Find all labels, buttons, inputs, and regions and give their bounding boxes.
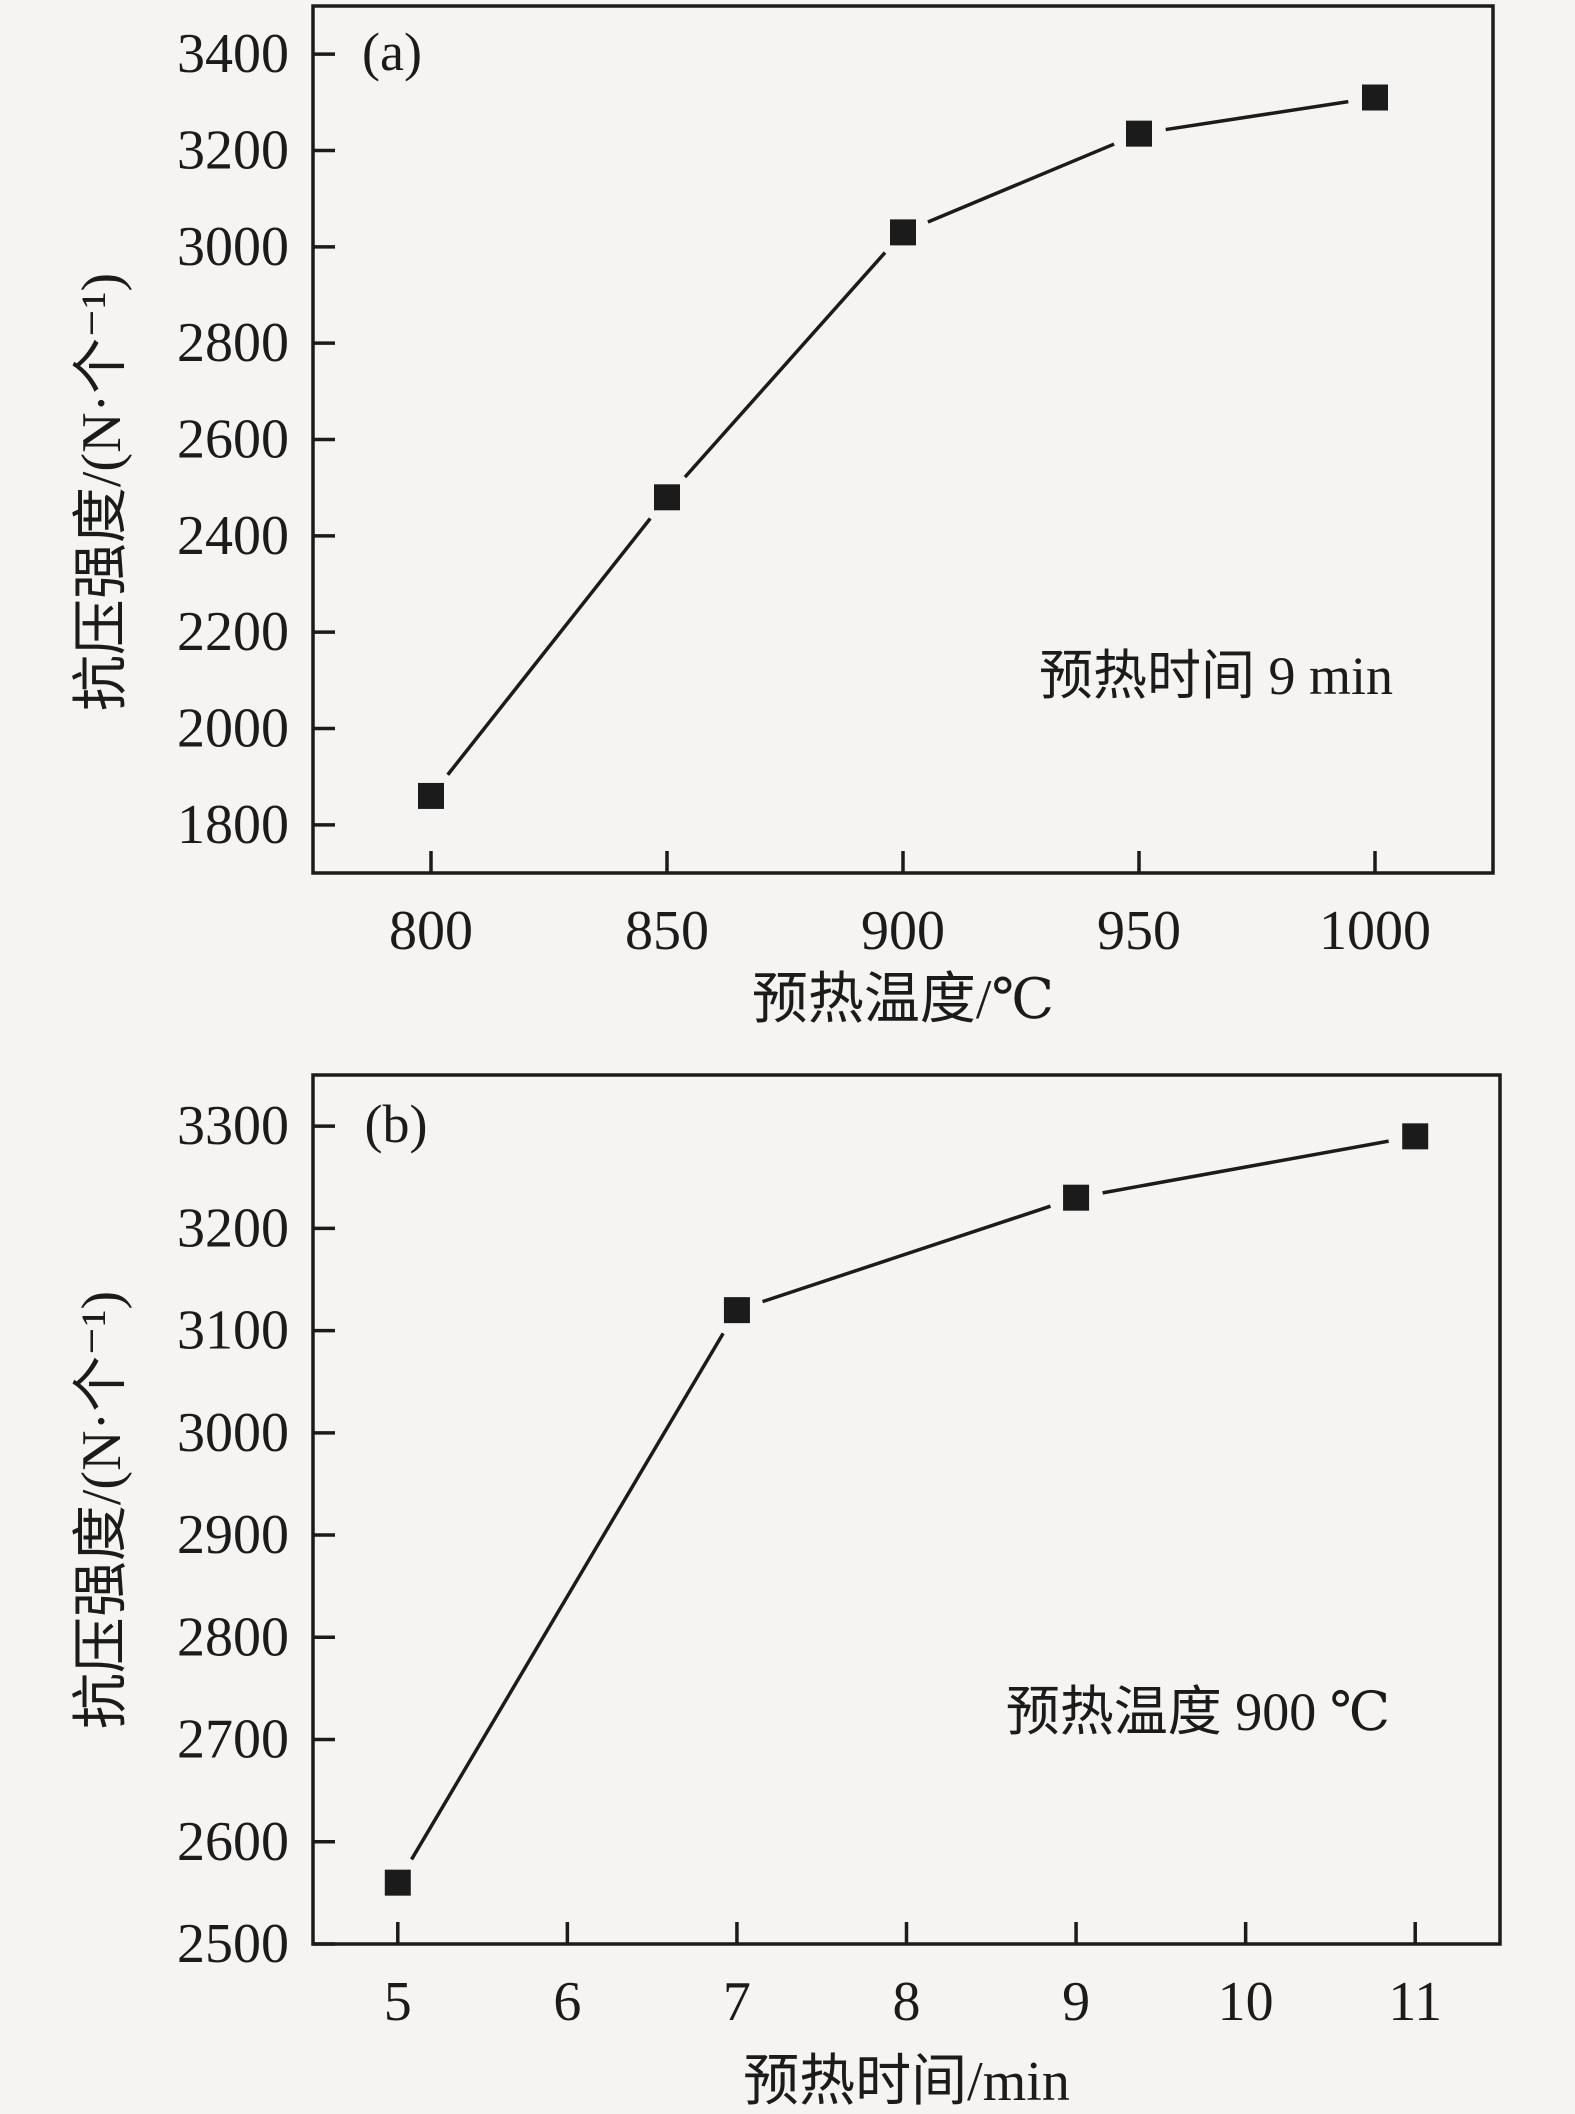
y-tick-label: 2600 (177, 1811, 289, 1873)
y-tick-label: 2600 (177, 409, 289, 471)
y-tick-label: 2400 (177, 505, 289, 567)
x-tick-label: 5 (384, 1971, 412, 2033)
panel-label: (b) (365, 1094, 428, 1154)
x-tick-label: 8 (893, 1971, 921, 2033)
y-tick-label: 2200 (177, 601, 289, 663)
x-tick-label: 900 (861, 900, 945, 962)
y-tick-label: 3000 (177, 1402, 289, 1464)
y-tick-label: 2700 (177, 1709, 289, 1771)
y-tick-label: 3400 (177, 23, 289, 85)
x-tick-label: 800 (389, 900, 473, 962)
y-tick-label: 1800 (177, 794, 289, 856)
y-axis-title: 抗压强度/(N·个⁻¹) (71, 273, 133, 711)
x-tick-label: 7 (723, 1971, 751, 2033)
plot-frame-(b) (311, 1073, 1502, 1946)
series-segment (410, 1332, 725, 1861)
data-point-marker (719, 1293, 754, 1328)
y-tick-label: 2800 (177, 1606, 289, 1668)
data-point-marker (650, 480, 684, 515)
x-tick-label: 850 (625, 900, 709, 962)
y-tick-label: 3100 (177, 1300, 289, 1362)
x-tick-label: 6 (553, 1971, 581, 2033)
data-point-marker (380, 1865, 415, 1900)
y-tick-label: 2000 (177, 698, 289, 760)
data-point-marker (1122, 116, 1156, 151)
y-tick-label: 2900 (177, 1504, 289, 1566)
x-tick-label: 10 (1218, 1971, 1274, 2033)
x-tick-label: 9 (1062, 1971, 1090, 2033)
y-tick-label: 3000 (177, 216, 289, 278)
x-tick-label: 1000 (1319, 900, 1431, 962)
y-tick-label: 3200 (177, 1197, 289, 1259)
y-tick-label: 2500 (177, 1913, 289, 1975)
data-point-marker (1358, 80, 1392, 115)
series-segment (1102, 1139, 1389, 1195)
data-point-marker (886, 215, 920, 250)
x-axis-title: 预热时间/min (743, 2051, 1070, 2113)
series-segment (683, 251, 887, 479)
series-segment (927, 142, 1115, 224)
x-axis-title: 预热温度/℃ (752, 969, 1054, 1031)
y-tick-label: 2800 (177, 312, 289, 374)
y-tick-label: 3200 (177, 120, 289, 182)
annotation: 预热时间 9 min (1039, 646, 1393, 706)
data-point-marker (414, 778, 448, 813)
series-segment (1165, 99, 1349, 132)
plot-frame-(a) (311, 4, 1495, 875)
data-point-marker (1398, 1119, 1433, 1154)
x-tick-label: 950 (1097, 900, 1181, 962)
annotation: 预热温度 900 ℃ (1006, 1682, 1390, 1742)
y-axis-title: 抗压强度/(N·个⁻¹) (71, 1291, 133, 1729)
series-segment (762, 1204, 1051, 1304)
x-tick-label: 11 (1388, 1971, 1442, 2033)
y-tick-label: 3300 (177, 1095, 289, 1157)
data-point-marker (1059, 1180, 1094, 1215)
series-segment (446, 517, 652, 776)
panel-label: (a) (362, 22, 422, 82)
